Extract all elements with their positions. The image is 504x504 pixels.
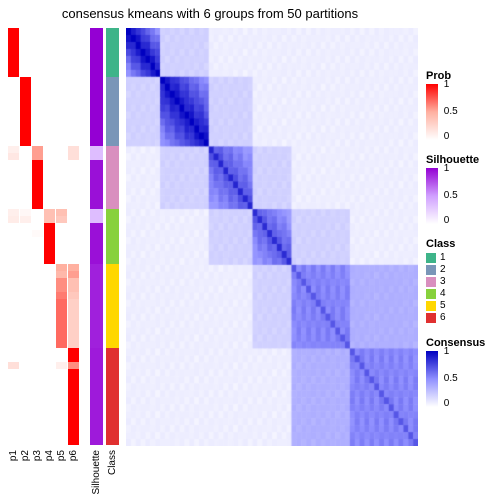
xlabel-p4: p4 <box>44 450 55 461</box>
legend-class-title: Class <box>426 238 500 250</box>
prob-col-p1 <box>8 28 19 445</box>
legend-class-item-4: 4 <box>426 288 500 299</box>
xlabel-p1: p1 <box>8 450 19 461</box>
xlabel-p5: p5 <box>56 450 67 461</box>
legend-consensus: Consensus 10.50 <box>426 337 500 407</box>
consensus-heatmap <box>126 28 418 446</box>
legends-panel: Prob 10.50 Silhouette 10.50 Class 123456… <box>426 70 500 421</box>
class-column <box>106 28 119 445</box>
legend-cons-gradient <box>426 351 438 407</box>
legend-class-item-2: 2 <box>426 264 500 275</box>
legend-prob-title: Prob <box>426 70 500 82</box>
legend-cons-title: Consensus <box>426 337 500 349</box>
legend-class: Class 123456 <box>426 238 500 323</box>
prob-col-p3 <box>32 28 43 445</box>
legend-class-item-6: 6 <box>426 312 500 323</box>
xlabel-p6: p6 <box>68 450 79 461</box>
legend-class-item-1: 1 <box>426 252 500 263</box>
legend-sil-title: Silhouette <box>426 154 500 166</box>
legend-cons-ticks: 10.50 <box>444 351 474 407</box>
legend-class-item-5: 5 <box>426 300 500 311</box>
prob-col-p4 <box>44 28 55 445</box>
chart-title: consensus kmeans with 6 groups from 50 p… <box>0 6 420 21</box>
prob-col-p2 <box>20 28 31 445</box>
legend-class-items: 123456 <box>426 252 500 323</box>
prob-col-p6 <box>68 28 79 445</box>
legend-class-item-3: 3 <box>426 276 500 287</box>
legend-prob-gradient <box>426 84 438 140</box>
legend-prob: Prob 10.50 <box>426 70 500 140</box>
silhouette-column <box>90 28 103 445</box>
silhouette-x-label: Silhouette <box>91 450 102 494</box>
prob-x-labels: p1p2p3p4p5p6 <box>8 450 79 461</box>
class-x-label: Class <box>107 450 118 475</box>
xlabel-p2: p2 <box>20 450 31 461</box>
legend-silhouette: Silhouette 10.50 <box>426 154 500 224</box>
legend-sil-ticks: 10.50 <box>444 168 474 224</box>
xlabel-p3: p3 <box>32 450 43 461</box>
legend-sil-gradient <box>426 168 438 224</box>
legend-prob-ticks: 10.50 <box>444 84 474 140</box>
prob-annotation-columns <box>8 28 79 445</box>
prob-col-p5 <box>56 28 67 445</box>
